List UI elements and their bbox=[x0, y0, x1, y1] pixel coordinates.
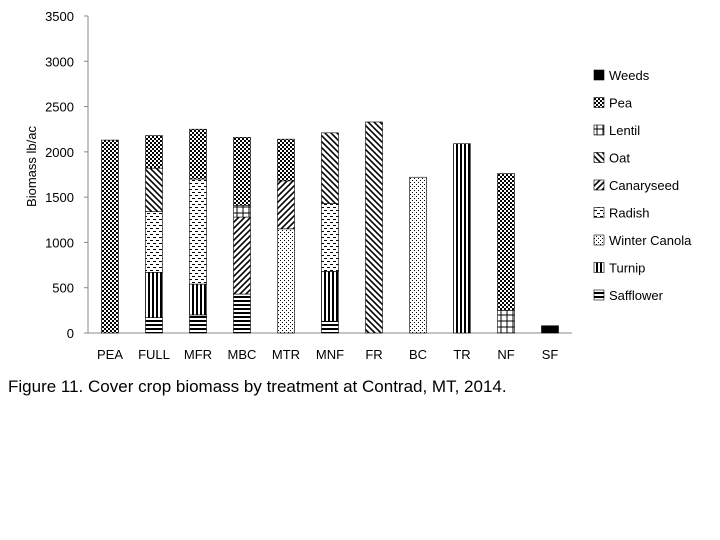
legend-label: Winter Canola bbox=[609, 233, 692, 248]
bar-mnf-radish bbox=[321, 203, 339, 272]
x-tick-label: TR bbox=[453, 347, 470, 362]
bar-nf-pea bbox=[497, 173, 515, 311]
bar-mnf-safflower bbox=[321, 320, 339, 334]
y-tick-label: 3500 bbox=[45, 9, 74, 24]
y-tick-label: 2500 bbox=[45, 100, 74, 115]
bar-full-pea bbox=[145, 135, 163, 169]
legend-label: Radish bbox=[609, 206, 649, 221]
bar-nf-lentil bbox=[497, 310, 515, 334]
x-tick-label: SF bbox=[542, 347, 559, 362]
legend-swatch-pea bbox=[593, 97, 605, 108]
legend-swatch-radish bbox=[593, 207, 605, 218]
bar-full-oat bbox=[145, 167, 163, 212]
y-tick-label: 0 bbox=[67, 326, 74, 341]
y-tick-label: 1500 bbox=[45, 190, 74, 205]
x-tick-label: MTR bbox=[272, 347, 300, 362]
legend-label: Safflower bbox=[609, 288, 664, 303]
legend-label: Weeds bbox=[609, 68, 650, 83]
x-tick-label: PEA bbox=[97, 347, 123, 362]
x-tick-label: NF bbox=[497, 347, 514, 362]
x-tick-label: FULL bbox=[138, 347, 170, 362]
y-tick-label: 500 bbox=[52, 281, 74, 296]
legend-swatch-lentil bbox=[593, 124, 605, 136]
x-tick-label: FR bbox=[365, 347, 382, 362]
bar-mfr-safflower bbox=[189, 314, 207, 334]
legend-label: Canaryseed bbox=[609, 178, 679, 193]
legend-swatch-winter-canola bbox=[593, 234, 605, 246]
x-tick-label: BC bbox=[409, 347, 427, 362]
x-tick-label: MBC bbox=[228, 347, 257, 362]
bar-mnf-turnip bbox=[321, 271, 339, 322]
bar-full-radish bbox=[145, 211, 163, 273]
bar-mtr-canaryseed bbox=[277, 180, 295, 230]
y-tick-label: 1000 bbox=[45, 235, 74, 250]
bar-mfr-pea bbox=[189, 128, 207, 180]
bar-fr-oat bbox=[365, 121, 383, 334]
bar-tr-turnip bbox=[453, 143, 471, 334]
y-tick-label: 2000 bbox=[45, 145, 74, 160]
y-tick-label: 3000 bbox=[45, 54, 74, 69]
x-tick-label: MFR bbox=[184, 347, 212, 362]
legend-label: Oat bbox=[609, 151, 630, 166]
x-tick-label: MNF bbox=[316, 347, 344, 362]
bar-full-safflower bbox=[145, 317, 163, 334]
legend-label: Lentil bbox=[609, 123, 640, 138]
bar-mbc-safflower bbox=[233, 293, 251, 334]
legend-label: Turnip bbox=[609, 261, 645, 276]
bar-mbc-pea bbox=[233, 137, 251, 206]
legend-label: Pea bbox=[609, 96, 633, 111]
legend-swatch-weeds bbox=[593, 69, 605, 81]
bar-pea-pea bbox=[101, 139, 119, 334]
y-axis-title: Biomass lb/ac bbox=[24, 126, 39, 207]
bar-mtr-winter-canola bbox=[277, 228, 295, 334]
legend-swatch-safflower bbox=[593, 289, 605, 301]
bar-mbc-canaryseed bbox=[233, 216, 251, 295]
bar-sf-weeds bbox=[541, 325, 559, 334]
bar-mtr-pea bbox=[277, 138, 295, 182]
legend-swatch-oat bbox=[593, 152, 605, 163]
bar-mnf-oat bbox=[321, 132, 339, 204]
figure-caption: Figure 11. Cover crop biomass by treatme… bbox=[8, 377, 507, 396]
legend-swatch-turnip bbox=[593, 262, 605, 273]
bar-bc-winter-canola bbox=[409, 176, 427, 334]
bar-mfr-turnip bbox=[189, 283, 207, 316]
legend-swatch-canaryseed bbox=[593, 179, 605, 191]
bar-mbc-lentil bbox=[233, 204, 251, 218]
bar-full-turnip bbox=[145, 272, 163, 318]
bar-mfr-radish bbox=[189, 178, 207, 285]
